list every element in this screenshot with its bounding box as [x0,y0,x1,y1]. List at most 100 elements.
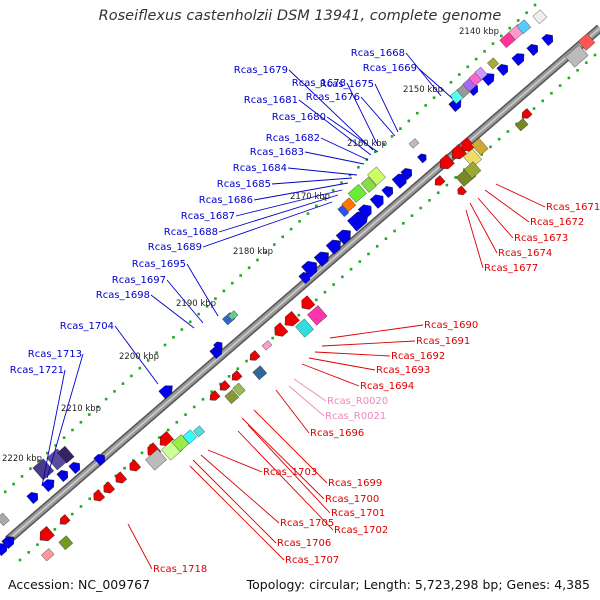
tick-dash-outer [348,173,352,177]
tick-dash-inner [584,61,588,64]
genome-summary: Topology: circular; Length: 5,723,298 bp… [246,577,590,592]
forward-gene-arrow [313,251,329,267]
forward-gene-arrow-shape [417,153,427,164]
gene-label: Rcas_1702 [334,525,388,536]
forward-gene-arrow-shape [496,64,509,77]
leader-line [293,378,327,402]
gene-label: Rcas_1683 [250,147,304,158]
tick-dash-inner [384,237,388,240]
tick-dash-inner [27,551,31,554]
reverse-gene-arrow-shape [93,489,106,502]
leader-line [287,167,358,176]
gene-label: Rcas_1703 [263,467,317,478]
reverse-gene-arrow [451,144,467,160]
reverse-gene-box [58,535,74,551]
forward-gene-arrow-shape [56,470,69,483]
tick-dash-inner [158,436,161,439]
tick-dash-inner [166,428,170,432]
reverse-gene-box-shape [577,33,596,51]
tick-dash-outer [323,196,327,200]
kbp-label: 2170 kbp [290,192,330,202]
tick-dash-outer [88,413,91,416]
tick-dash-inner [323,290,327,294]
tick-dash-outer [281,235,285,239]
gene-label: Rcas_1681 [244,95,298,106]
tick-dash-inner [402,222,405,225]
leader-line [46,353,84,479]
reverse-gene-box [471,137,489,156]
tick-dash-outer [29,467,32,470]
reverse-gene-box [182,429,198,445]
kbp-label: 2200 kbp [119,352,159,362]
forward-gene-arrow-shape [93,454,106,467]
gene-label: Rcas_1696 [310,428,364,439]
tick-dash-inner [419,206,423,210]
tick-dash-outer [180,328,184,331]
reverse-gene-arrow [209,390,221,401]
tick-dash-outer [54,444,57,447]
tick-dash-outer [340,181,343,185]
leader-line [207,449,263,473]
forward-gene-arrow [0,543,8,557]
tick-dash-outer [491,42,495,45]
forward-gene-arrow [325,239,341,255]
reverse-gene-box-shape [145,448,167,471]
tick-dash-inner [332,283,335,286]
forward-gene-arrow-shape [298,272,311,285]
tick-dash-outer [424,104,427,107]
tick-dash-inner [375,244,379,248]
forward-gene-box-shape [474,66,488,81]
tick-dash-inner [558,84,562,87]
forward-gene-arrow-shape [0,543,8,557]
reverse-gene-arrow-shape [457,185,467,196]
leader-line [320,137,369,161]
forward-gene-arrow-shape [381,186,394,199]
forward-gene-box [347,184,367,203]
reverse-gene-box [232,382,246,397]
gene-label: Rcas_1693 [376,365,430,376]
reverse-gene-arrow-shape [129,459,142,472]
forward-gene-arrow [335,229,351,245]
forward-gene-arrow-shape [511,53,525,67]
forward-gene-box-shape [32,458,55,481]
leader-line [308,357,376,371]
forward-gene-arrow-shape [1,536,15,550]
gene-label: Rcas_1694 [360,381,414,392]
reverse-gene-box-shape [232,382,246,397]
kbp-label: 2140 kbp [459,27,499,37]
forward-gene-arrow [511,53,525,67]
tick-dash-outer [172,335,175,339]
reverse-gene-box [515,118,529,132]
reverse-gene-box [463,161,482,179]
leader-line [271,177,353,185]
tick-dash-outer [96,405,100,409]
reverse-gene-box-shape [182,429,198,445]
gene-label: Rcas_1675 [320,79,374,90]
reverse-gene-box [577,33,596,51]
reverse-gene-box-shape [41,548,55,562]
tick-dash-outer [188,320,192,324]
tick-dash-outer [315,204,318,208]
leader-line [189,465,285,561]
tick-dash-outer [466,65,470,69]
gene-label: Rcas_1705 [280,518,334,529]
tick-dash-outer [306,212,310,215]
reverse-gene-arrow-shape [434,175,446,186]
leader-line [235,189,343,217]
leader-line [253,182,349,201]
gene-label: Rcas_1676 [306,92,360,103]
gene-label: Rcas_1669 [363,63,417,74]
leader-line [241,417,325,500]
forward-gene-box [516,19,532,35]
gene-label: Rcas_1713 [28,349,82,360]
tick-dash-inner [593,53,597,57]
leader-line [301,363,360,387]
tick-dash-outer [298,220,301,223]
tick-dash-outer [525,11,528,15]
tick-dash-inner [123,466,126,470]
reverse-gene-arrow-shape [103,481,116,494]
leader-line [218,194,339,233]
forward-gene-box [367,166,386,186]
gene-label: Rcas_1674 [498,248,552,259]
tick-dash-outer [37,459,41,463]
